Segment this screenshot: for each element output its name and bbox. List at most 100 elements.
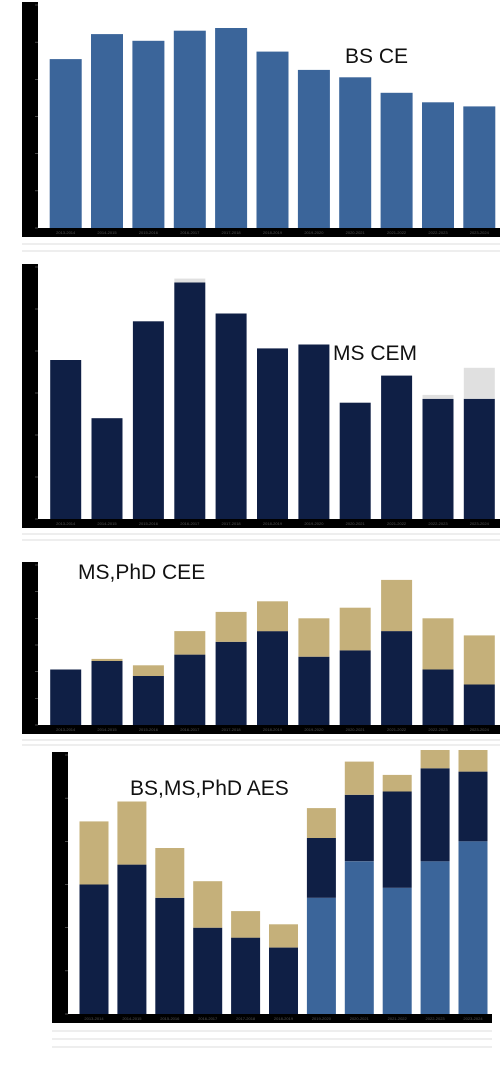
bar: [339, 77, 372, 228]
x-tick-label: 2015-2016: [160, 1016, 180, 1021]
bar: [382, 791, 412, 888]
bar: [422, 102, 454, 228]
bar: [422, 398, 454, 519]
bar: [420, 768, 450, 862]
x-tick-label: 2013-2014: [56, 521, 76, 526]
x-tick-label: 2017-2018: [236, 1016, 256, 1021]
x-tick-label: 2022-2023: [428, 521, 448, 526]
bar: [298, 618, 330, 657]
x-tick-label: 2018-2019: [274, 1016, 294, 1021]
x-tick-label: 2018-2019: [263, 521, 283, 526]
bar: [155, 897, 185, 1014]
bar: [269, 947, 298, 1014]
chart-title: MS,PhD CEE: [78, 561, 205, 584]
bar: [215, 28, 248, 228]
chart-bs-ms-phd-aes: BS,MS,PhD AES 2013-2014 2014-2015 2015-201…: [52, 750, 492, 1048]
chart-bs-ce: BS CE 2013-2014 2014-2015 2015-2016 2016-20…: [22, 2, 500, 252]
bar: [215, 641, 247, 725]
chart-panel-ms-cem: MS CEM 2013-2014 2014-2015 2015-2016 2016-2…: [0, 262, 502, 545]
bar: [91, 658, 123, 661]
x-tick-label: 2014-2015: [122, 1016, 142, 1021]
x-tick-label: 2018-2019: [263, 727, 283, 732]
bar: [463, 684, 495, 725]
bar: [256, 51, 289, 228]
x-tick-label: 2020-2021: [346, 521, 366, 526]
bar: [344, 794, 374, 862]
bar: [174, 282, 206, 519]
x-tick-label: 2016-2017: [198, 1016, 218, 1021]
bar: [463, 635, 495, 685]
x-tick-label: 2021-2022: [387, 521, 407, 526]
x-tick-label: 2015-2016: [139, 727, 159, 732]
bar: [79, 821, 109, 885]
bar: [257, 601, 288, 632]
x-tick-label: 2023-2024: [463, 1016, 483, 1021]
bar: [306, 838, 336, 898]
x-tick-label: 2021-2022: [388, 1016, 408, 1021]
bar: [381, 579, 413, 632]
y-axis-strip: [22, 562, 38, 725]
bar: [458, 841, 488, 1014]
x-axis-strip: [22, 228, 500, 237]
x-tick-label: 2020-2021: [350, 1016, 370, 1021]
x-tick-label: 2017-2018: [222, 521, 242, 526]
x-tick-label: 2013-2014: [56, 727, 76, 732]
x-tick-label: 2018-2019: [263, 230, 283, 235]
x-tick-label: 2017-2018: [222, 727, 242, 732]
bar: [173, 30, 206, 229]
x-tick-label: 2013-2014: [84, 1016, 104, 1021]
y-axis-strip: [22, 2, 38, 228]
bar: [381, 375, 413, 519]
chart-panel-ms-phd-cee: MS,PhD CEE 2013-2014 2014-2015 2015-2016 20…: [0, 560, 502, 748]
bar: [382, 774, 412, 792]
bar: [215, 313, 247, 519]
x-tick-label: 2016-2017: [180, 230, 200, 235]
chart-title: BS,MS,PhD AES: [130, 777, 289, 800]
x-tick-label: 2019-2020: [304, 521, 324, 526]
x-tick-label: 2023-2024: [470, 727, 490, 732]
bar: [458, 750, 488, 772]
bar: [132, 665, 164, 676]
x-tick-label: 2020-2021: [346, 230, 366, 235]
x-tick-label: 2023-2024: [470, 230, 490, 235]
bar: [269, 924, 298, 948]
bar: [420, 750, 450, 769]
y-axis-strip: [22, 264, 38, 519]
bar: [298, 656, 330, 725]
bar: [117, 801, 147, 865]
bar: [463, 367, 495, 399]
bar: [306, 808, 336, 838]
bar: [174, 278, 206, 283]
bar: [91, 34, 123, 228]
bar: [463, 106, 496, 228]
bar: [422, 394, 454, 399]
bar: [463, 398, 495, 519]
bar: [420, 861, 450, 1014]
x-axis-strip: [22, 519, 500, 528]
bar: [50, 360, 82, 519]
bar: [339, 402, 371, 519]
bar: [91, 661, 123, 725]
chart-ms-phd-cee: MS,PhD CEE 2013-2014 2014-2015 2015-2016 20…: [22, 561, 500, 746]
bar: [50, 669, 82, 725]
bar: [155, 848, 185, 898]
x-tick-label: 2015-2016: [139, 521, 159, 526]
chart-title: BS CE: [345, 45, 408, 68]
x-tick-label: 2014-2015: [97, 230, 117, 235]
x-tick-label: 2022-2023: [426, 1016, 446, 1021]
bar: [132, 321, 164, 519]
x-tick-label: 2014-2015: [97, 521, 117, 526]
x-tick-label: 2014-2015: [97, 727, 117, 732]
bar: [339, 607, 371, 651]
x-tick-label: 2016-2017: [180, 727, 200, 732]
bar: [339, 650, 371, 725]
x-axis-strip: [52, 1014, 492, 1023]
bar: [344, 761, 374, 795]
x-tick-label: 2013-2014: [56, 230, 76, 235]
bar: [79, 884, 109, 1014]
bar: [231, 911, 261, 938]
bar: [117, 864, 147, 1014]
bar: [422, 618, 454, 670]
bar: [132, 675, 164, 725]
x-tick-label: 2020-2021: [346, 727, 366, 732]
